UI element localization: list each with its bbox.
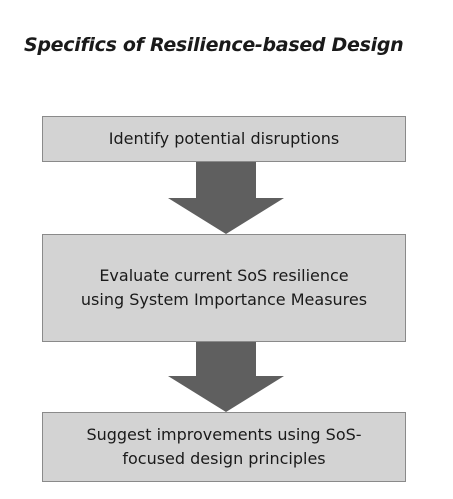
- step-label-line: using System Importance Measures: [80, 290, 368, 309]
- step-label-line: Identify potential disruptions: [108, 129, 340, 148]
- diagram-title: Specifics of Resilience-based Design: [24, 34, 404, 56]
- down-arrow-shape: [168, 162, 284, 234]
- step-identify-disruptions: Identify potential disruptions: [42, 116, 406, 162]
- step-label-line: focused design principles: [122, 449, 326, 468]
- down-arrow-icon: [168, 162, 284, 234]
- step-label-line: Evaluate current SoS resilience: [99, 266, 349, 285]
- step-suggest-improvements: Suggest improvements using SoS- focused …: [42, 412, 406, 482]
- down-arrow-shape: [168, 342, 284, 412]
- down-arrow-icon: [168, 342, 284, 412]
- step-evaluate-resilience: Evaluate current SoS resilience using Sy…: [42, 234, 406, 342]
- step-label-line: Suggest improvements using SoS-: [86, 425, 362, 444]
